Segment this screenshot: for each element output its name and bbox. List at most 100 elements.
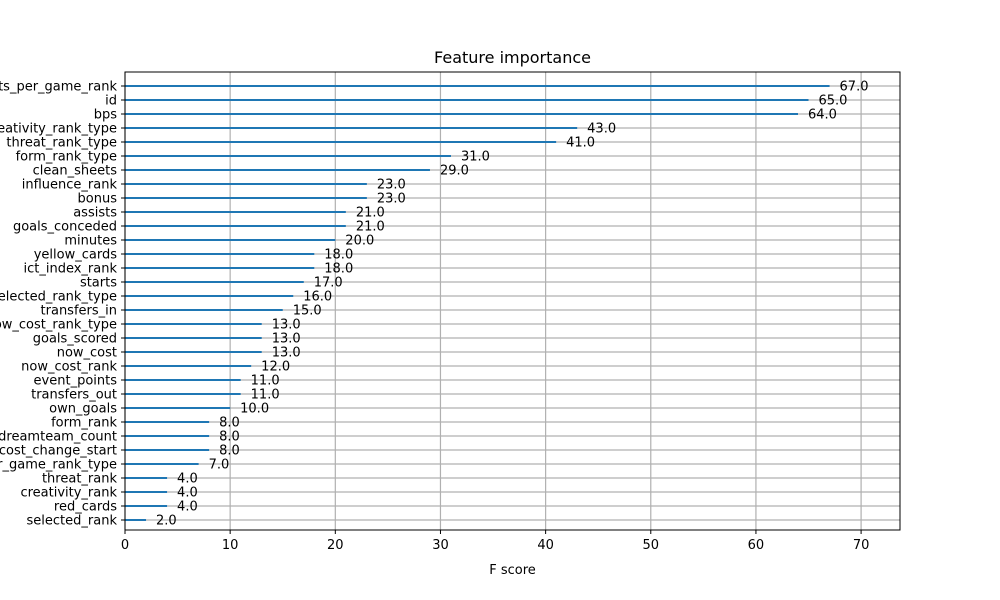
y-tick-label: clean_sheets [33,164,118,179]
x-axis-tick-labels: 0 10 20 30 40 50 60 70 [121,530,870,553]
y-tick-label: now_cost_rank_type [0,318,117,333]
bar [125,365,252,367]
bar-value-label: 43.0 [587,122,616,137]
bar [125,141,557,143]
bar-value-label: 23.0 [377,192,406,207]
y-tick-label: threat_rank_type [6,136,117,151]
bar-value-label: 17.0 [314,276,343,291]
bar-value-label: 18.0 [324,248,353,263]
y-tick-label: goals_scored [33,332,117,347]
bar-value-label: 67.0 [840,80,869,95]
bar [125,519,147,521]
bar [125,155,451,157]
bar-value-label: 15.0 [293,304,322,319]
bar-value-label: 13.0 [272,332,301,347]
y-tick-label: form_rank [51,416,117,431]
y-tick-label: cost_change_start [0,444,117,459]
x-tick-label: 0 [121,538,129,553]
bar [125,309,283,311]
y-tick-label: selected_rank_type [0,290,117,305]
bar-value-label: 21.0 [356,206,385,221]
x-tick-label: 60 [748,538,765,553]
bar-value-label: 4.0 [177,486,198,501]
bar-value-label: 4.0 [177,500,198,515]
bar-value-label: 31.0 [461,150,490,165]
y-tick-label: points_per_game_rank [0,80,117,95]
y-tick-label: goals_conceded [13,220,117,235]
bar-value-label: 29.0 [440,164,469,179]
bar-value-label: 11.0 [251,374,280,389]
bar [125,239,336,241]
bar [125,183,367,185]
bar-value-label: 16.0 [303,290,332,305]
bar [125,477,168,479]
bar [125,449,210,451]
bar [125,491,168,493]
y-tick-label: id [105,94,117,109]
bar-value-label: 4.0 [177,472,198,487]
bar [125,393,241,395]
bar [125,463,199,465]
bar [125,169,430,171]
bar-value-label: 13.0 [272,346,301,361]
y-tick-label: assists [73,206,117,221]
bar [125,253,315,255]
y-tick-label: creativity_rank [20,486,117,501]
bar-value-label: 64.0 [808,108,837,123]
y-tick-label: dreamteam_count [0,430,117,445]
y-tick-label: red_cards [54,500,117,515]
plot-area-frame [124,71,901,531]
bar-value-label: 8.0 [219,416,240,431]
bar [125,113,798,115]
y-tick-label: bps [94,108,118,123]
bar [125,323,262,325]
bar-value-label: 12.0 [261,360,290,375]
y-tick-label: bonus [78,192,118,207]
x-tick-label: 40 [537,538,554,553]
y-tick-label: now_cost [57,346,117,361]
grid-lines [124,72,900,530]
bar [125,505,168,507]
x-tick-label: 70 [853,538,870,553]
y-tick-label: points_per_game_rank_type [0,458,117,473]
y-tick-label: ict_index_rank [23,262,117,277]
bar-value-label: 7.0 [209,458,230,473]
bar [125,281,304,283]
x-axis-label: F score [489,563,536,578]
bar [125,211,346,213]
bar-value-label: 18.0 [324,262,353,277]
chart-title: Feature importance [434,48,591,67]
bar-value-label: 21.0 [356,220,385,235]
y-tick-label: own_goals [49,402,117,417]
bar-value-label: 13.0 [272,318,301,333]
bar [125,197,367,199]
x-tick-label: 30 [432,538,449,553]
x-tick-label: 20 [327,538,344,553]
bars [125,85,830,521]
bar-value-label: 2.0 [156,514,177,529]
bar [125,351,262,353]
y-tick-label: event_points [34,374,118,389]
bar-value-label: 23.0 [377,178,406,193]
bar [125,379,241,381]
y-tick-label: now_cost_rank [21,360,117,375]
y-tick-label: starts [80,276,117,291]
bar-value-label: 20.0 [345,234,374,249]
y-tick-label: form_rank_type [16,150,117,165]
bar-value-label: 8.0 [219,444,240,459]
y-tick-label: selected_rank [27,514,118,529]
y-tick-label: influence_rank [22,178,118,193]
bar-value-label: 65.0 [819,94,848,109]
bar [125,267,315,269]
bar-value-label: 8.0 [219,430,240,445]
y-tick-label: transfers_in [41,304,117,319]
bar-value-labels: 67.065.064.043.041.031.029.023.023.021.0… [156,80,868,529]
bar [125,295,294,297]
bar [125,225,346,227]
bar-value-label: 11.0 [251,388,280,403]
bar [125,435,210,437]
y-tick-label: yellow_cards [34,248,117,263]
bar [125,421,210,423]
